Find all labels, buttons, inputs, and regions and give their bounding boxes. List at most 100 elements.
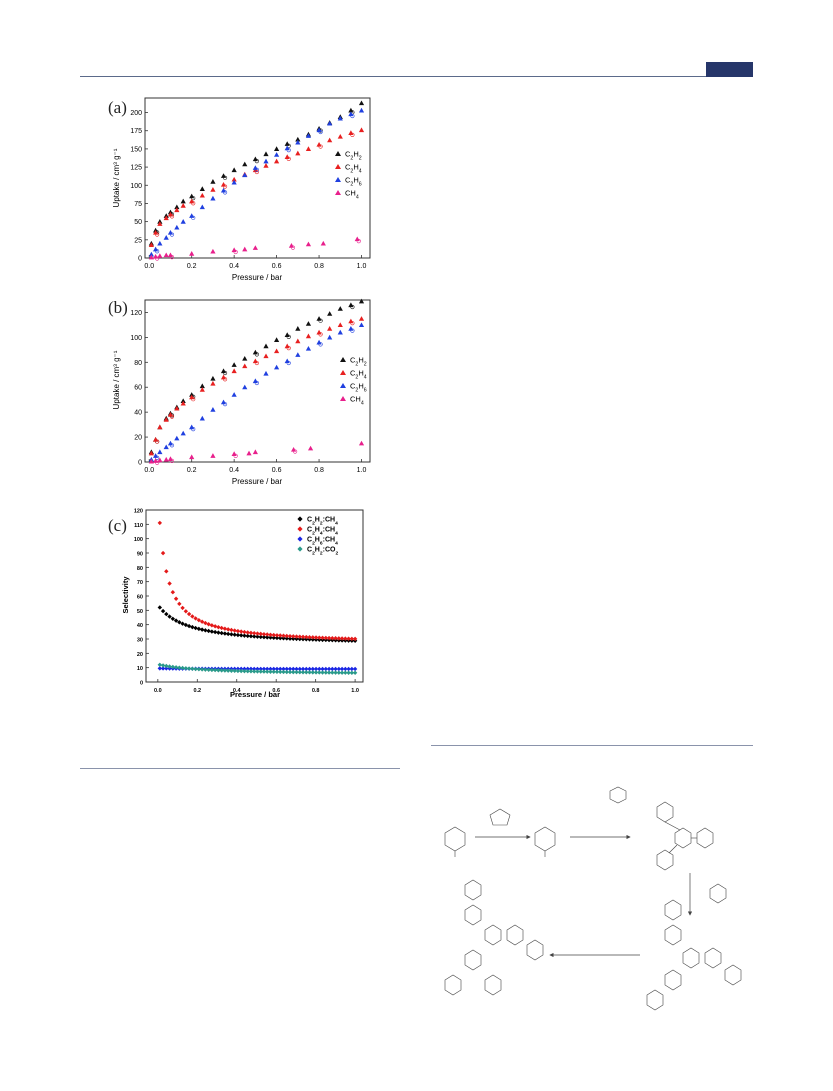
data-point: [252, 349, 258, 355]
data-point: [327, 334, 333, 340]
chart-c: 0.0 0.2 0.4 0.6 0.8 1.0 0 10 20 30 40 50 60 70 80 90 100…: [121, 509, 364, 699]
data-point: [209, 629, 215, 634]
desorption-point: [350, 321, 355, 326]
data-point: [323, 635, 329, 641]
data-point: [148, 242, 154, 247]
data-point: [160, 608, 166, 614]
data-point: [167, 252, 174, 258]
x-tick-label: 0.0: [144, 263, 154, 270]
desorption-point: [155, 256, 160, 261]
y-tick-label: 50: [137, 609, 143, 615]
data-point: [153, 458, 159, 463]
y-tick-label: 150: [130, 146, 142, 153]
data-point: [255, 634, 260, 639]
data-point: [271, 669, 276, 675]
data-point: [173, 596, 179, 601]
data-point: [157, 221, 163, 226]
plot-frame-a: [144, 97, 371, 259]
data-point: [284, 154, 290, 159]
data-point: [148, 251, 154, 257]
y-tick-label: 125: [130, 165, 142, 172]
data-point: [242, 384, 248, 390]
legend-label: C2H2: [345, 150, 362, 162]
data-point: [336, 666, 342, 672]
data-point: [291, 636, 296, 641]
data-point: [157, 424, 163, 430]
data-point: [316, 127, 322, 133]
data-point: [216, 668, 221, 673]
data-point: [206, 628, 211, 634]
y-tick-label: 20: [137, 652, 143, 658]
legend-label: C2H6: [350, 382, 367, 394]
data-point: [284, 343, 290, 349]
data-point: [157, 240, 163, 246]
x-tick-label: 0.6: [272, 467, 282, 474]
y-axis-label-c: Selectivity: [121, 576, 130, 614]
desorption-point: [191, 427, 196, 432]
y-tick-label: 110: [134, 523, 143, 529]
data-point: [278, 669, 283, 675]
x-tick-label: 1.0: [357, 263, 367, 270]
data-point: [148, 458, 154, 464]
data-point: [157, 605, 163, 610]
y-tick-label: 60: [137, 595, 143, 601]
data-point: [287, 669, 293, 675]
legend-label: C2H2:CH4: [307, 517, 338, 527]
data-point: [163, 215, 169, 221]
data-point: [263, 151, 269, 157]
data-point: [242, 355, 248, 361]
data-point: [300, 636, 306, 642]
data-point: [281, 636, 286, 641]
data-point: [274, 348, 280, 354]
data-point: [274, 635, 280, 641]
data-point: [274, 158, 280, 164]
data-point: [196, 626, 202, 632]
data-point: [358, 316, 365, 321]
legend-marker: [297, 516, 303, 522]
data-point: [220, 181, 227, 187]
data-point: [160, 663, 166, 668]
x-tick-label: 1.0: [351, 688, 359, 694]
desorption-point: [318, 144, 323, 149]
data-point: [297, 670, 302, 675]
desorption-point: [286, 156, 291, 162]
data-point: [327, 120, 333, 126]
data-point: [180, 430, 186, 436]
data-point: [352, 670, 358, 676]
data-point: [199, 383, 205, 389]
desorption-point: [318, 342, 323, 347]
data-point: [352, 666, 358, 672]
data-point: [189, 394, 195, 400]
data-point: [263, 163, 269, 168]
data-point: [235, 668, 241, 674]
data-point: [189, 454, 195, 460]
legend-marker: [297, 546, 303, 552]
legend-marker: [335, 177, 341, 182]
y-tick-label: 20: [134, 435, 142, 442]
data-point: [295, 150, 301, 156]
data-point: [153, 436, 159, 442]
data-point: [163, 417, 169, 422]
data-point: [295, 136, 301, 142]
data-point: [252, 378, 258, 384]
desorption-point: [169, 214, 175, 219]
data-point: [210, 187, 216, 192]
data-point: [190, 624, 195, 630]
data-point: [231, 451, 237, 456]
y-tick-label: 40: [137, 623, 143, 629]
legend-label: C2H4: [350, 369, 367, 381]
desorption-point: [222, 377, 228, 382]
data-point: [316, 316, 322, 321]
data-point: [291, 634, 296, 639]
data-point: [348, 107, 354, 113]
desorption-point: [155, 249, 160, 254]
data-point: [229, 627, 234, 633]
data-point: [246, 450, 252, 456]
data-point: [242, 629, 247, 635]
data-point: [153, 229, 159, 235]
data-point: [252, 245, 258, 250]
data-point: [358, 127, 365, 133]
data-point: [252, 156, 258, 162]
data-point: [348, 326, 354, 331]
desorption-point: [222, 370, 228, 376]
